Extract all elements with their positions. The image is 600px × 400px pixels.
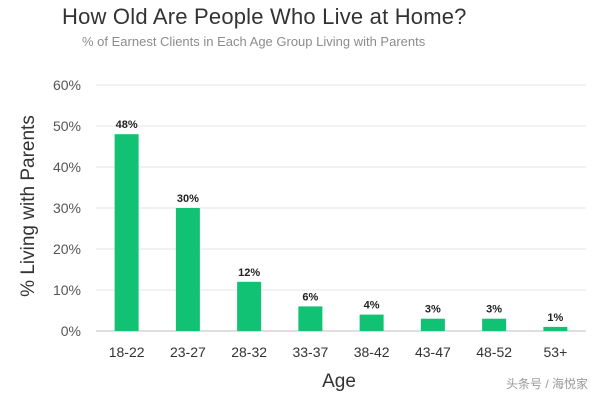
data-label-28-32: 12%	[238, 267, 260, 279]
bar-48-52	[482, 318, 507, 331]
y-axis-ticks: 0% 10% 20% 30% 40% 50% 60%	[53, 77, 81, 339]
bar-53+	[543, 326, 568, 331]
x-tick-label: 53+	[544, 344, 568, 360]
data-label-38-42: 4%	[364, 300, 380, 312]
chart-subtitle: % of Earnest Clients in Each Age Group L…	[82, 34, 426, 49]
data-label-23-27: 30%	[177, 193, 199, 205]
y-axis-title: % Living with Parents	[18, 115, 39, 297]
x-axis-title: Age	[322, 371, 356, 392]
chart-title: How Old Are People Who Live at Home?	[62, 4, 467, 29]
bar-38-42	[359, 314, 384, 331]
bar-18-22	[114, 134, 139, 331]
y-tick-label: 60%	[53, 77, 81, 93]
y-tick-label: 40%	[53, 159, 81, 175]
data-label-33-37: 6%	[302, 291, 318, 303]
data-label-48-52: 3%	[486, 304, 502, 316]
watermark: 头条号 / 海悦家	[505, 377, 588, 391]
y-tick-label: 0%	[61, 323, 81, 339]
bar-33-37	[298, 306, 323, 331]
bars	[114, 134, 568, 331]
bar-43-47	[420, 318, 445, 331]
bar-28-32	[237, 281, 262, 331]
x-axis-ticks: 18-22 23-27 28-32 33-37 38-42 43-47 48-52 53+	[109, 344, 568, 360]
y-tick-label: 50%	[53, 118, 81, 134]
x-tick-label: 43-47	[415, 344, 451, 360]
y-tick-label: 10%	[53, 282, 81, 298]
data-label-43-47: 3%	[425, 304, 441, 316]
y-tick-label: 20%	[53, 241, 81, 257]
x-tick-label: 38-42	[354, 344, 390, 360]
y-tick-label: 30%	[53, 200, 81, 216]
x-tick-label: 48-52	[476, 344, 512, 360]
data-label-53+: 1%	[547, 312, 563, 324]
data-labels: 48% 30% 12% 6% 4% 3% 3% 1%	[116, 119, 564, 324]
data-label-18-22: 48%	[116, 119, 138, 131]
x-tick-label: 33-37	[292, 344, 328, 360]
gridlines	[96, 84, 586, 332]
x-tick-label: 23-27	[170, 344, 206, 360]
x-tick-label: 28-32	[231, 344, 267, 360]
x-tick-label: 18-22	[109, 344, 145, 360]
bar-23-27	[175, 208, 200, 331]
